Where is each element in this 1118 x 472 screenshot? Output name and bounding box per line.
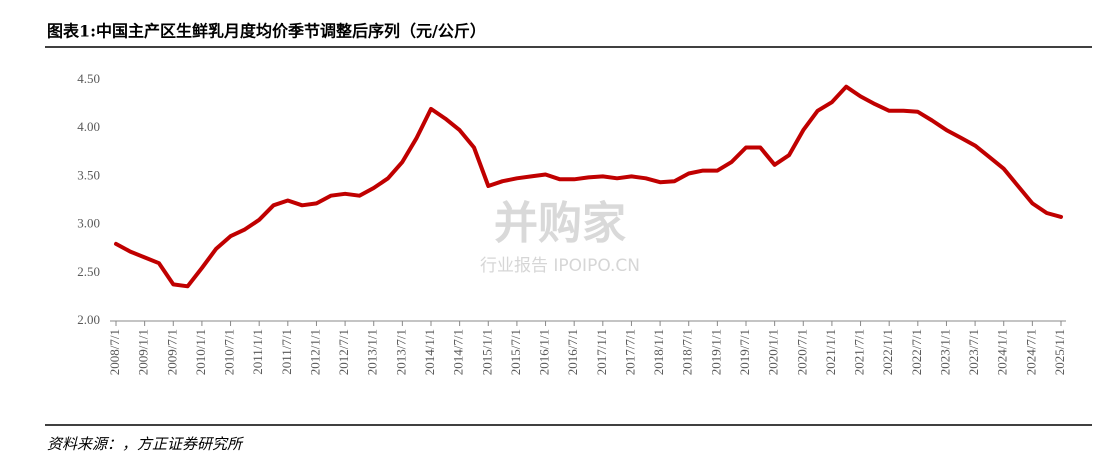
- x-tick-label: 2008/7/1: [107, 329, 122, 375]
- x-tick-label: 2020/1/1: [766, 329, 781, 375]
- x-tick-label: 2023/7/1: [966, 329, 981, 375]
- x-tick-label: 2018/7/1: [680, 329, 695, 375]
- x-tick-label: 2023/1/1: [937, 329, 952, 375]
- x-tick-label: 2014/1/1: [422, 329, 437, 375]
- x-tick-label: 2016/7/1: [565, 329, 580, 375]
- x-tick-label: 2018/1/1: [651, 329, 666, 375]
- x-tick-label: 2016/1/1: [537, 329, 552, 375]
- x-tick-label: 2020/7/1: [794, 329, 809, 375]
- x-tick-label: 2015/7/1: [508, 329, 523, 375]
- x-tick-label: 2013/1/1: [365, 329, 380, 375]
- x-tick-label: 2014/7/1: [451, 329, 466, 375]
- x-tick-label: 2017/1/1: [594, 329, 609, 375]
- watermark: 行业报告 IPOIPO.CN: [480, 256, 640, 276]
- x-tick-label: 2021/1/1: [823, 329, 838, 375]
- x-tick-label: 2011/7/1: [279, 329, 294, 375]
- x-tick-label: 2019/1/1: [708, 329, 723, 375]
- y-tick-label: 2.00: [77, 312, 100, 327]
- x-tick-label: 2010/1/1: [193, 329, 208, 375]
- y-tick-label: 3.50: [77, 167, 100, 182]
- y-tick-label: 2.50: [77, 264, 100, 279]
- y-tick-label: 4.00: [77, 119, 100, 134]
- x-tick-label: 2009/7/1: [164, 329, 179, 375]
- x-tick-label: 2009/1/1: [136, 329, 151, 375]
- x-tick-label: 2022/1/1: [880, 329, 895, 375]
- x-tick-label: 2024/1/1: [995, 329, 1010, 375]
- x-tick-label: 2021/7/1: [852, 329, 867, 375]
- source-note: 资料来源：，方正证券研究所: [47, 435, 244, 453]
- x-tick-label: 2011/1/1: [250, 329, 265, 375]
- x-tick-label: 2013/7/1: [393, 329, 408, 375]
- data-line: [114, 84, 1063, 289]
- y-tick-label: 4.50: [77, 71, 100, 86]
- x-tick-label: 2022/7/1: [909, 329, 924, 375]
- x-tick-label: 2017/7/1: [622, 329, 637, 375]
- x-tick-label: 2019/7/1: [737, 329, 752, 375]
- chart-title: 图表1:中国主产区生鲜乳月度均价季节调整后序列（元/公斤）: [47, 22, 486, 41]
- x-tick-label: 2024/7/1: [1023, 329, 1038, 375]
- x-tick-label: 2025/1/1: [1052, 329, 1067, 375]
- x-tick-label: 2012/1/1: [307, 329, 322, 375]
- x-tick-label: 2012/7/1: [336, 329, 351, 375]
- y-tick-label: 3.00: [77, 216, 100, 231]
- watermark: 并购家: [494, 198, 626, 249]
- x-tick-label: 2015/1/1: [479, 329, 494, 375]
- x-tick-label: 2010/7/1: [222, 329, 237, 375]
